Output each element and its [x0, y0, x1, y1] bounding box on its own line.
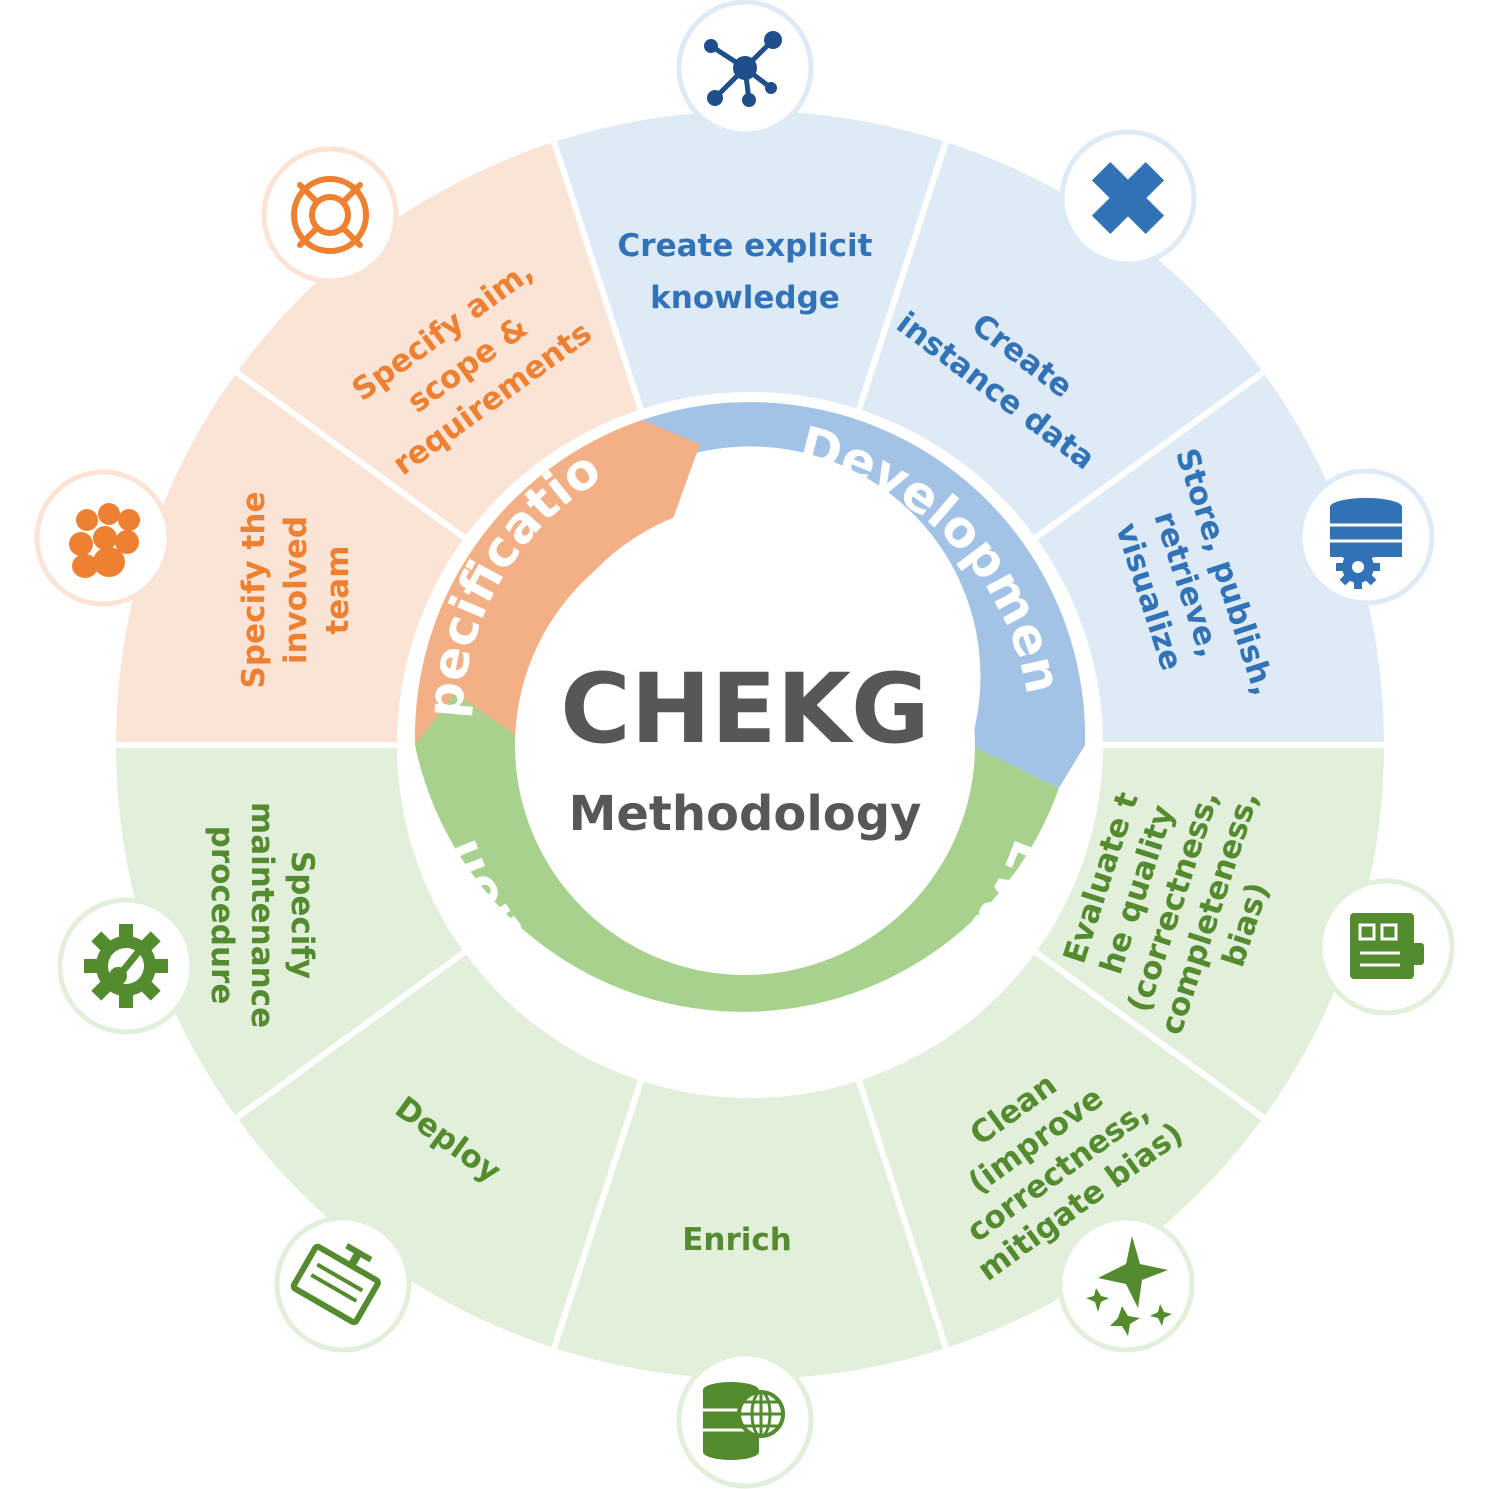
step-line: involved — [278, 516, 314, 664]
database-globe-icon[interactable] — [676, 1351, 814, 1489]
gear-wrench-icon[interactable] — [57, 897, 195, 1035]
network-icon[interactable] — [676, 0, 814, 137]
step-line: knowledge — [650, 280, 840, 316]
phase-band-evaluation[interactable] — [415, 693, 1085, 1012]
step-create-knowledge: Create explicit knowledge — [618, 228, 873, 316]
step-line: Specify — [284, 851, 320, 979]
center-subtitle: Methodology — [569, 786, 922, 842]
step-line: maintenance — [244, 802, 280, 1028]
cross-icon[interactable] — [1059, 129, 1197, 267]
deploy-icon[interactable] — [274, 1215, 412, 1353]
team-icon[interactable] — [34, 469, 172, 607]
target-icon[interactable] — [261, 146, 399, 284]
icon-badges — [34, 0, 1455, 1489]
step-line: procedure — [204, 826, 240, 1005]
step-line: team — [320, 545, 356, 634]
center-disc — [515, 515, 975, 975]
sector-specify-aim[interactable] — [230, 135, 646, 544]
step-line: Specify the — [236, 492, 272, 689]
clipboard-icon[interactable] — [1317, 878, 1455, 1016]
sector-enrich[interactable] — [549, 1074, 951, 1385]
sector-evaluate[interactable] — [1029, 742, 1391, 1124]
sector-specify-team[interactable] — [109, 366, 471, 748]
step-maintain: Specify maintenance procedure — [204, 802, 320, 1028]
center-title: CHEKG — [560, 653, 930, 765]
database-gear-icon[interactable] — [1297, 468, 1435, 606]
step-specify-team: Specify the involved team — [236, 492, 356, 689]
sparkle-icon[interactable] — [1057, 1215, 1195, 1353]
step-enrich: Enrich — [682, 1222, 792, 1258]
phase-band-specification[interactable] — [414, 420, 700, 745]
sector-maintain[interactable] — [109, 742, 471, 1124]
outer-ring — [109, 105, 1391, 1385]
step-line: Create explicit — [618, 228, 873, 264]
phase-band-development[interactable] — [642, 402, 1086, 788]
phase-ring — [414, 402, 1086, 1012]
sector-deploy[interactable] — [230, 946, 646, 1355]
sector-create-knowledge[interactable] — [549, 105, 951, 416]
sector-create-instance[interactable] — [854, 135, 1270, 544]
step-line: Enrich — [682, 1222, 792, 1258]
sector-store[interactable] — [1029, 366, 1391, 748]
sector-clean[interactable] — [854, 946, 1270, 1355]
